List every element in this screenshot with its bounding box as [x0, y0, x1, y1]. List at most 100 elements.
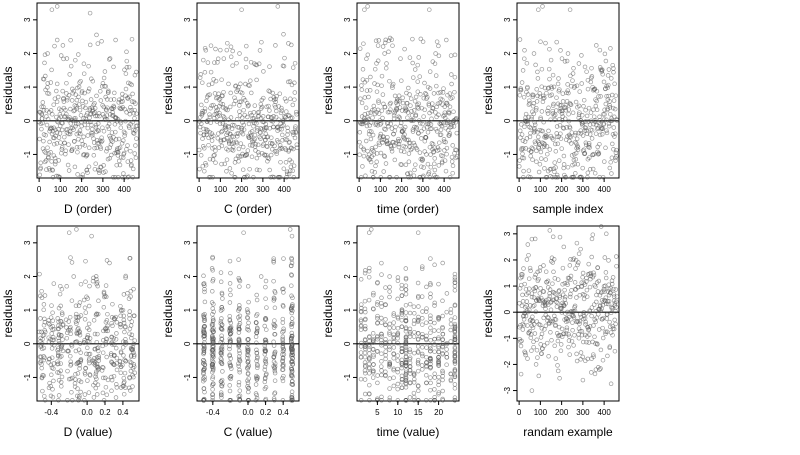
- data-point: [559, 326, 565, 332]
- data-point: [74, 145, 80, 150]
- data-point: [255, 126, 260, 131]
- data-point: [230, 148, 236, 153]
- data-point: [363, 342, 368, 347]
- data-point: [367, 265, 372, 271]
- data-point: [64, 111, 69, 117]
- data-point: [289, 316, 295, 321]
- data-point: [570, 71, 576, 76]
- data-point: [60, 348, 66, 354]
- data-point: [427, 69, 433, 74]
- data-point: [280, 375, 285, 381]
- data-point: [371, 340, 376, 345]
- data-point: [289, 263, 294, 268]
- data-point: [254, 373, 259, 379]
- data-point: [428, 122, 434, 127]
- data-point: [113, 129, 118, 135]
- data-point: [289, 350, 295, 355]
- data-point: [242, 98, 248, 103]
- data-point: [419, 294, 425, 299]
- data-point: [452, 374, 458, 380]
- data-point: [566, 332, 571, 337]
- data-point: [611, 291, 617, 297]
- data-point: [380, 115, 385, 121]
- data-point: [111, 64, 116, 70]
- data-point: [611, 125, 617, 130]
- data-point: [565, 282, 570, 287]
- data-point: [219, 305, 225, 310]
- data-point: [358, 277, 364, 282]
- data-point: [591, 270, 596, 275]
- data-point: [121, 313, 127, 319]
- data-point: [432, 300, 437, 306]
- y-tick-label: 2: [183, 274, 192, 279]
- data-point: [375, 280, 380, 285]
- data-point: [105, 105, 110, 110]
- data-point: [391, 355, 396, 361]
- data-point: [583, 119, 588, 124]
- data-point: [380, 92, 386, 97]
- data-point: [603, 270, 609, 275]
- data-point: [49, 372, 54, 378]
- data-point: [567, 263, 573, 268]
- data-point: [525, 119, 531, 124]
- data-point: [359, 302, 364, 307]
- y-axis-label: residuals: [161, 66, 175, 114]
- data-point: [363, 309, 368, 315]
- data-point: [560, 91, 566, 96]
- data-point: [521, 175, 526, 180]
- data-point: [75, 393, 80, 399]
- data-point: [439, 160, 445, 166]
- data-point: [210, 395, 215, 400]
- data-point: [47, 167, 53, 173]
- data-point: [520, 272, 525, 277]
- data-point: [231, 123, 237, 128]
- data-point: [220, 307, 225, 312]
- data-point: [436, 355, 441, 360]
- data-point: [201, 318, 207, 324]
- data-point: [47, 139, 52, 145]
- data-point: [596, 150, 602, 156]
- data-point: [586, 142, 592, 148]
- data-point: [517, 37, 523, 42]
- data-point: [225, 40, 230, 46]
- data-point: [567, 334, 572, 339]
- data-point: [587, 122, 593, 127]
- data-point: [236, 85, 241, 90]
- data-point: [114, 320, 120, 325]
- data-point: [544, 90, 549, 96]
- data-point: [242, 112, 247, 118]
- data-point: [289, 324, 294, 330]
- data-point: [200, 330, 206, 335]
- data-point: [452, 353, 458, 358]
- data-point: [431, 91, 437, 96]
- data-point: [105, 311, 110, 317]
- data-point: [387, 325, 392, 331]
- data-point: [589, 370, 594, 375]
- data-point: [530, 314, 535, 320]
- data-point: [245, 327, 250, 332]
- data-point: [246, 337, 251, 342]
- data-point: [614, 263, 619, 269]
- data-point: [593, 131, 599, 136]
- data-point: [588, 110, 594, 115]
- data-point: [520, 299, 526, 304]
- data-point: [581, 120, 586, 125]
- data-point: [236, 382, 242, 388]
- y-tick-label: 2: [23, 274, 32, 279]
- y-tick-label: 0: [23, 118, 32, 123]
- data-point: [407, 301, 413, 307]
- data-point: [581, 104, 586, 109]
- data-point: [412, 67, 418, 72]
- data-point: [121, 171, 126, 176]
- data-point: [444, 37, 449, 43]
- data-point: [130, 119, 135, 125]
- data-point: [212, 152, 217, 158]
- data-point: [132, 313, 137, 318]
- data-point: [237, 284, 242, 289]
- data-point: [224, 157, 230, 162]
- data-point: [553, 356, 559, 361]
- data-point: [87, 373, 93, 378]
- data-point: [110, 139, 115, 144]
- data-point: [218, 47, 223, 53]
- data-point: [551, 269, 556, 275]
